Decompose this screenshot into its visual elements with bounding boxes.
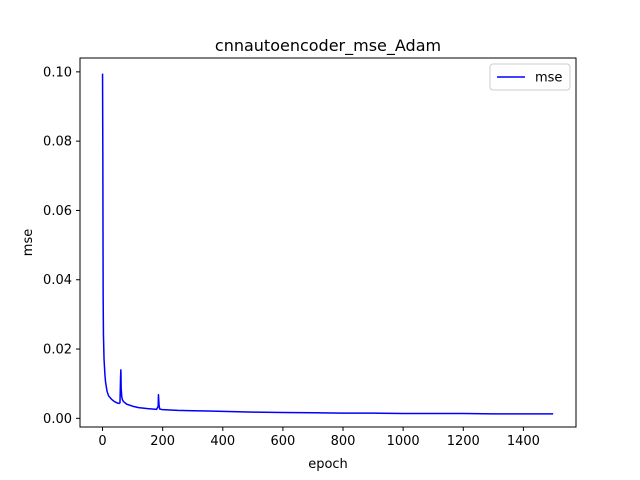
x-tick-label: 1000 xyxy=(387,434,420,449)
x-axis-ticks: 0 200 400 600 800 1000 1200 1400 xyxy=(98,427,540,449)
legend-label-mse: mse xyxy=(535,71,562,86)
plot-frame xyxy=(79,57,577,428)
x-axis-label: epoch xyxy=(308,457,348,472)
y-tick-label: 0.04 xyxy=(43,273,72,288)
chart-title: cnnautoencoder_mse_Adam xyxy=(215,36,441,56)
series-line-mse xyxy=(101,73,554,415)
y-tick-label: 0.10 xyxy=(43,65,72,80)
x-tick-label: 1400 xyxy=(507,434,540,449)
y-axis-label: mse xyxy=(21,229,36,256)
x-tick-label: 400 xyxy=(210,434,235,449)
y-axis-ticks: 0.00 0.02 0.04 0.06 0.08 0.10 xyxy=(43,65,80,427)
legend: mse xyxy=(489,63,571,91)
x-tick-label: 200 xyxy=(150,434,175,449)
x-tick-label: 0 xyxy=(98,434,106,449)
x-tick-label: 600 xyxy=(270,434,295,449)
y-tick-label: 0.08 xyxy=(43,135,72,150)
y-tick-label: 0.00 xyxy=(43,412,72,427)
y-tick-label: 0.06 xyxy=(43,204,72,219)
x-tick-label: 1200 xyxy=(447,434,480,449)
plot-layer xyxy=(101,73,554,415)
legend-box xyxy=(489,63,571,91)
x-tick-label: 800 xyxy=(331,434,356,449)
y-tick-label: 0.02 xyxy=(43,343,72,358)
